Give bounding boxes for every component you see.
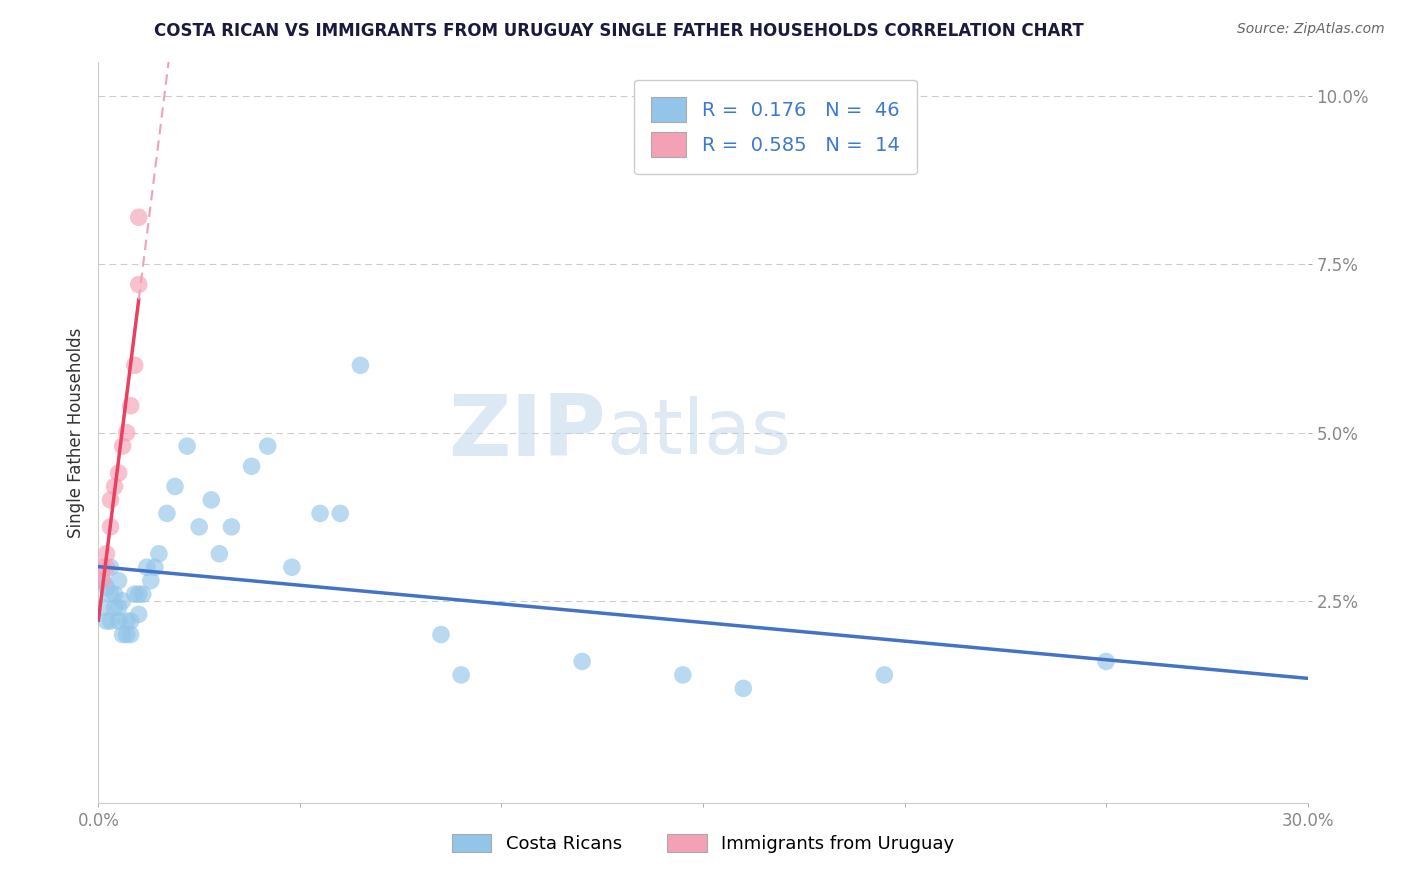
Point [873,668,896,682]
Point [107,614,129,628]
Point [156,507,179,521]
Point [430,627,453,641]
Point [256,439,278,453]
Text: ZIP: ZIP [449,391,606,475]
Point [309,507,332,521]
Point [128,607,150,622]
Point [163,479,186,493]
Point [103,479,125,493]
Point [96,581,118,595]
Point [208,547,231,561]
Point [571,655,593,669]
Point [124,359,146,373]
Y-axis label: Single Father Households: Single Father Households [66,327,84,538]
Point [135,560,157,574]
Point [111,627,134,641]
Point [120,627,142,641]
Point [103,600,125,615]
Point [100,560,122,574]
Point [128,587,150,601]
Point [115,614,138,628]
Point [111,594,134,608]
Text: Source: ZipAtlas.com: Source: ZipAtlas.com [1237,22,1385,37]
Point [240,459,263,474]
Point [450,668,472,682]
Point [176,439,198,453]
Point [1095,655,1118,669]
Point [120,399,142,413]
Legend: Costa Ricans, Immigrants from Uruguay: Costa Ricans, Immigrants from Uruguay [444,827,962,861]
Point [96,560,118,574]
Point [148,547,170,561]
Point [143,560,166,574]
Point [124,587,146,601]
Point [96,547,118,561]
Point [188,520,211,534]
Point [100,520,122,534]
Point [128,277,150,292]
Point [103,587,125,601]
Point [100,492,122,507]
Text: COSTA RICAN VS IMMIGRANTS FROM URUGUAY SINGLE FATHER HOUSEHOLDS CORRELATION CHAR: COSTA RICAN VS IMMIGRANTS FROM URUGUAY S… [153,22,1084,40]
Point [107,574,129,588]
Point [281,560,304,574]
Point [120,614,142,628]
Text: atlas: atlas [606,396,792,469]
Point [733,681,755,696]
Point [128,211,150,225]
Point [115,425,138,440]
Point [349,359,371,373]
Point [96,614,118,628]
Point [91,574,114,588]
Point [100,587,122,601]
Point [115,627,138,641]
Point [221,520,243,534]
Point [107,466,129,480]
Point [111,439,134,453]
Point [107,600,129,615]
Point [132,587,155,601]
Point [329,507,352,521]
Point [139,574,162,588]
Point [91,574,114,588]
Point [91,600,114,615]
Point [100,614,122,628]
Point [91,560,114,574]
Point [672,668,695,682]
Point [200,492,222,507]
